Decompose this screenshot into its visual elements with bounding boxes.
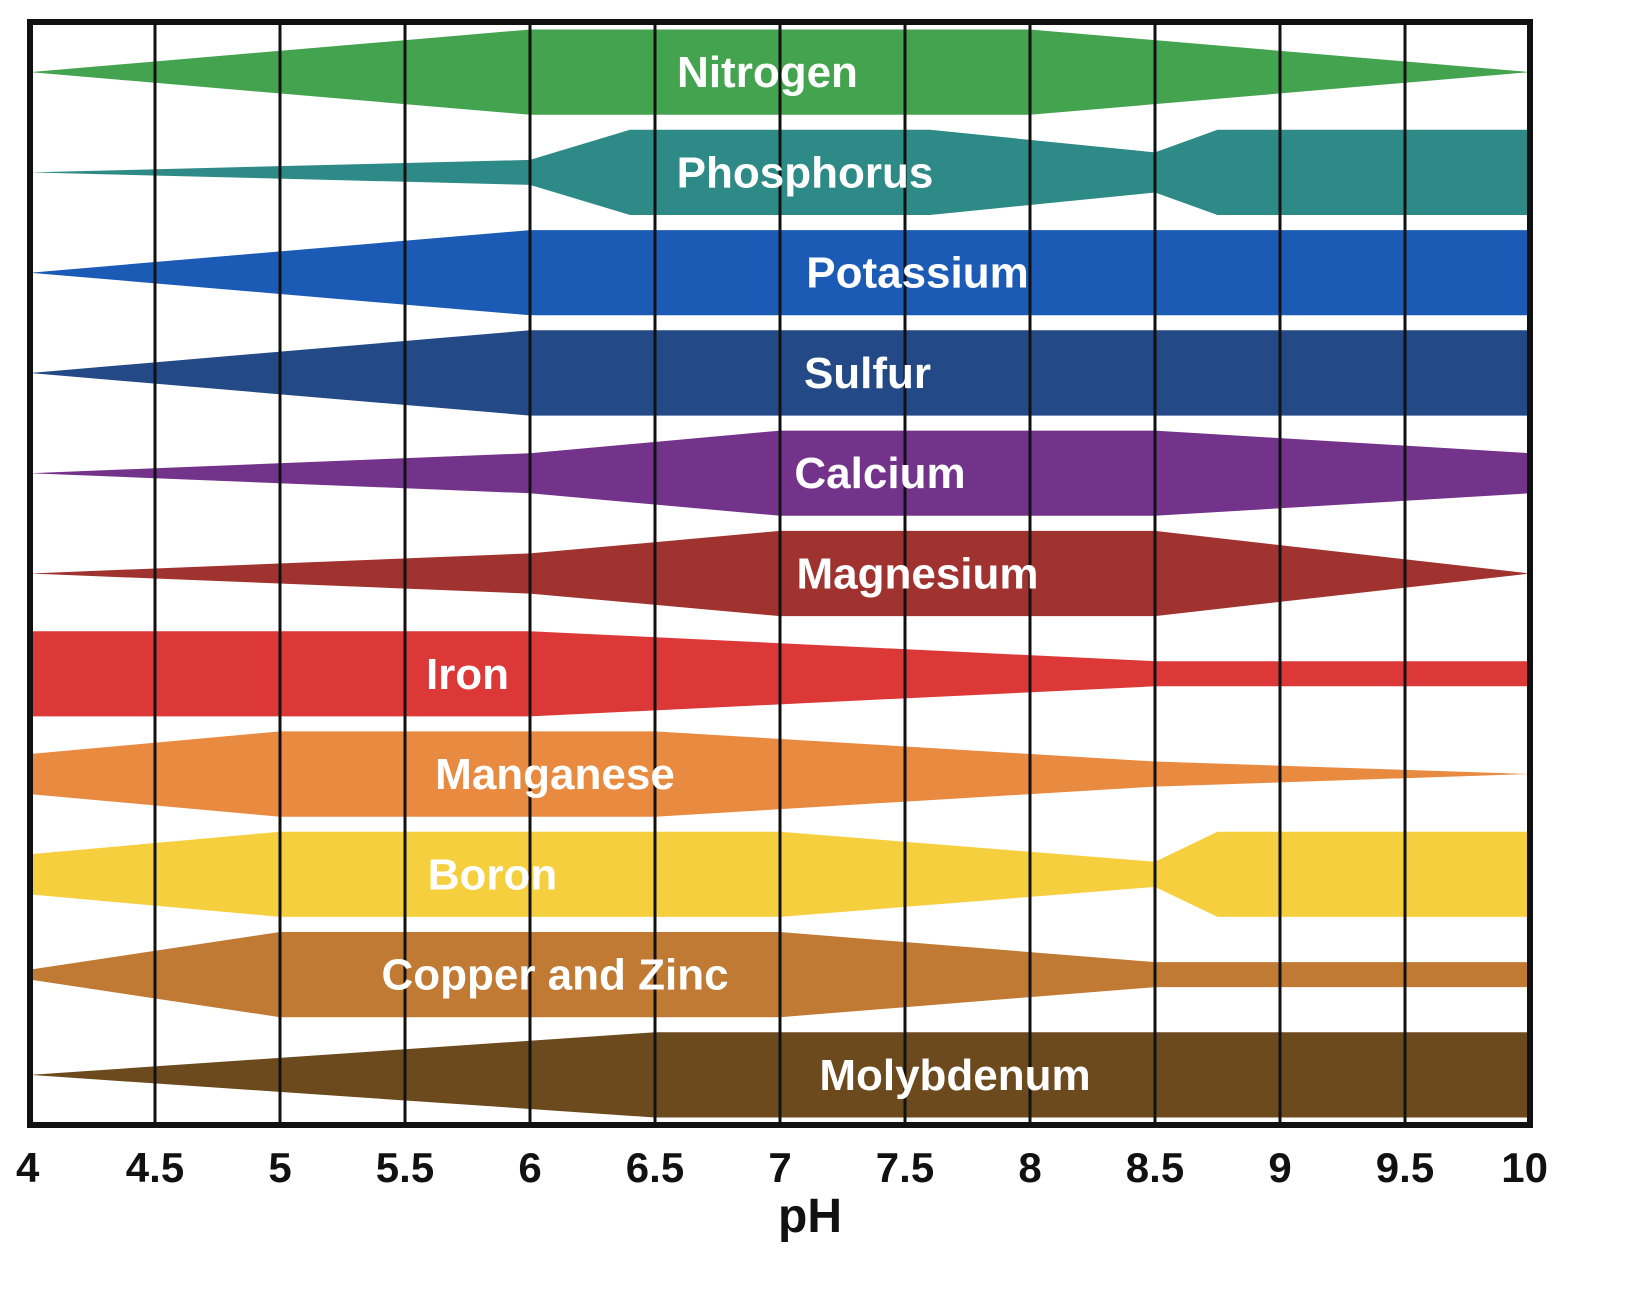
x-axis-title: pH	[778, 1190, 842, 1243]
band-label-boron: Boron	[428, 850, 558, 899]
band-label-calcium: Calcium	[794, 449, 965, 498]
x-tick-label: 9	[1268, 1144, 1291, 1191]
band-label-sulfur: Sulfur	[804, 349, 931, 398]
band-label-potassium: Potassium	[806, 249, 1029, 298]
x-tick-label: 4	[16, 1144, 40, 1191]
x-tick-label: 5.5	[376, 1144, 434, 1191]
band-label-phosphorus: Phosphorus	[677, 148, 934, 197]
x-tick-label: 8	[1018, 1144, 1041, 1191]
band-label-nitrogen: Nitrogen	[677, 48, 858, 97]
x-tick-label: 7	[768, 1144, 791, 1191]
x-tick-label: 5	[268, 1144, 291, 1191]
band-labels-layer: Nitrogen Phosphorus Potassium Sulfur Calcium…	[381, 48, 1090, 1100]
x-tick-label: 4.5	[126, 1144, 184, 1191]
x-tick-label: 10	[1501, 1144, 1548, 1191]
plot-frame	[27, 19, 1533, 1128]
band-label-iron: Iron	[426, 650, 509, 699]
x-tick-label: 6	[518, 1144, 541, 1191]
x-tick-label: 9.5	[1376, 1144, 1434, 1191]
x-tick-labels: 4 4.5 5 5.5 6 6.5 7 7.5 8 8.5 9 9.5 10	[16, 1144, 1548, 1191]
band-label-manganese: Manganese	[435, 750, 675, 799]
band-label-copper-and-zinc: Copper and Zinc	[381, 951, 728, 1000]
band-label-magnesium: Magnesium	[796, 550, 1038, 599]
band-label-molybdenum: Molybdenum	[819, 1051, 1090, 1100]
x-tick-label: 6.5	[626, 1144, 684, 1191]
x-tick-label: 7.5	[876, 1144, 934, 1191]
x-tick-label: 8.5	[1126, 1144, 1184, 1191]
